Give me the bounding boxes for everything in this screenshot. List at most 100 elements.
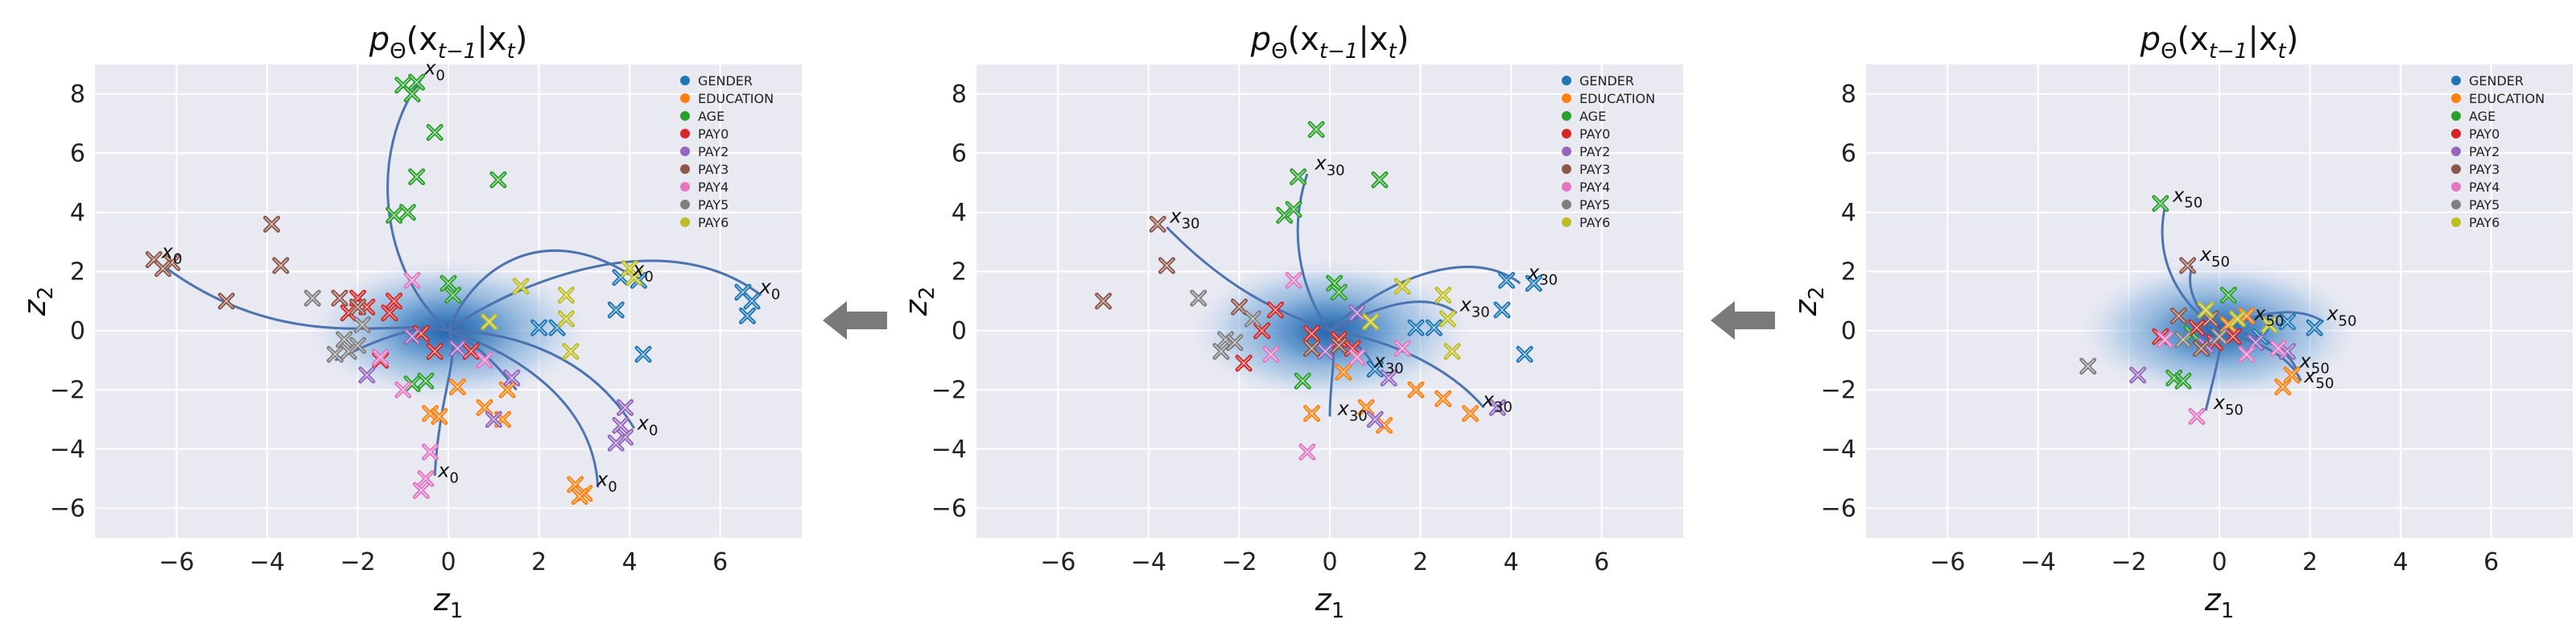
legend-marker xyxy=(1562,217,1571,227)
title-part: p xyxy=(2140,21,2161,58)
annotation-var: x xyxy=(161,241,174,263)
point-outline xyxy=(1427,320,1441,335)
point-outline xyxy=(1409,382,1423,397)
annotation-var: x xyxy=(2253,303,2266,325)
title-part: ) xyxy=(1397,21,1410,58)
y-tick-label: 8 xyxy=(1841,81,1856,109)
trajectory-line xyxy=(1328,329,1335,417)
point-outline xyxy=(1373,172,1387,187)
legend-label: PAY5 xyxy=(1579,197,1610,213)
point-outline xyxy=(351,338,365,353)
point-outline xyxy=(410,170,424,184)
point-outline xyxy=(559,288,573,303)
point-outline xyxy=(1309,122,1323,137)
point-outline xyxy=(1436,391,1451,406)
y-tick-label: −2 xyxy=(931,376,967,404)
chart-title: pΘ(xt−1|xt) xyxy=(1250,21,1410,64)
point-outline xyxy=(328,347,342,361)
y-tick-label: 0 xyxy=(952,317,967,345)
point-outline xyxy=(2280,315,2294,329)
point-outline xyxy=(1264,347,1278,361)
point-outline xyxy=(2203,312,2218,326)
trajectory-annotation: x0 xyxy=(632,258,654,286)
legend-marker xyxy=(680,111,690,121)
point-outline xyxy=(1291,170,1306,184)
point-outline xyxy=(374,350,388,365)
point-outline xyxy=(1305,407,1319,421)
point-outline xyxy=(419,472,433,485)
point-outline xyxy=(360,368,374,382)
point-outline xyxy=(1395,341,1410,356)
y-tick-label: 2 xyxy=(70,258,85,286)
point-outline xyxy=(419,374,433,388)
y-axis-var: z xyxy=(17,299,52,316)
trajectory-annotation: x30 xyxy=(1169,204,1199,232)
x-axis-sub: 1 xyxy=(2221,599,2235,623)
legend-label: PAY6 xyxy=(2469,215,2500,230)
annotation-sub: 0 xyxy=(649,423,658,440)
annotation-sub: 50 xyxy=(2184,195,2202,212)
x-tick-label: −6 xyxy=(159,548,194,576)
point-outline xyxy=(305,291,320,305)
legend-marker xyxy=(680,200,690,209)
legend-marker xyxy=(1562,93,1571,103)
x-tick-label: 0 xyxy=(1322,548,1337,576)
legend-marker xyxy=(2451,129,2461,138)
point-outline xyxy=(1368,362,1382,376)
trajectory-line xyxy=(448,329,600,488)
annotation-var: x xyxy=(1337,397,1350,419)
point-outline xyxy=(1381,371,1396,385)
point-outline xyxy=(2226,329,2240,344)
trajectory-annotation: x50 xyxy=(2213,391,2244,419)
annotation-var: x xyxy=(2199,243,2212,266)
point-outline xyxy=(2081,359,2095,374)
y-tick-label: −4 xyxy=(931,436,967,464)
trajectory-annotation: x0 xyxy=(437,460,459,487)
y-tick-label: 4 xyxy=(70,199,85,227)
y-tick-label: −2 xyxy=(50,376,85,404)
annotation-sub: 0 xyxy=(436,68,444,85)
point-outline xyxy=(1345,341,1360,356)
point-outline xyxy=(559,312,573,326)
annotation-sub: 50 xyxy=(2311,361,2330,378)
point-outline xyxy=(155,262,170,275)
annotation-var: x xyxy=(1459,294,1472,316)
x-axis-var: z xyxy=(1315,582,1332,617)
point-outline xyxy=(450,341,464,356)
annotation-sub: 50 xyxy=(2316,375,2334,392)
legend-label: PAY6 xyxy=(1579,215,1610,230)
point-outline xyxy=(1278,209,1292,222)
point-outline xyxy=(2285,368,2299,382)
point-outline xyxy=(396,382,411,397)
point-outline xyxy=(1350,306,1364,320)
x-axis-label: z1 xyxy=(1315,582,1345,623)
legend-marker xyxy=(1562,200,1571,209)
point-outline xyxy=(2171,308,2186,323)
point-outline xyxy=(1096,294,1111,308)
point-outline xyxy=(2307,320,2322,335)
y-tick-label: 6 xyxy=(70,139,85,167)
y-axis-sub: 2 xyxy=(34,287,58,300)
point-outline xyxy=(1500,273,1513,287)
title-part: t−1 xyxy=(438,39,477,64)
annotation-var: x xyxy=(596,469,609,491)
legend-marker xyxy=(2451,76,2461,85)
x-tick-label: −2 xyxy=(1221,548,1257,576)
annotation-var: x xyxy=(637,412,650,435)
legend-marker xyxy=(2451,147,2461,156)
point-outline xyxy=(1495,303,1509,317)
point-outline xyxy=(1286,202,1301,217)
annotation-var: x xyxy=(423,57,436,80)
trajectory-annotation: x30 xyxy=(1373,350,1404,378)
x-tick-label: 0 xyxy=(440,548,456,576)
point-outline xyxy=(446,288,460,303)
y-tick-label: 6 xyxy=(952,139,967,167)
trajectory-line xyxy=(2161,206,2220,332)
legend-label: PAY3 xyxy=(1579,162,1610,177)
annotation-sub: 0 xyxy=(173,251,182,268)
title-part: t xyxy=(2278,39,2287,64)
x-axis-sub: 1 xyxy=(450,599,464,623)
title-part: t−1 xyxy=(2209,39,2248,64)
annotation-sub: 30 xyxy=(1494,399,1513,415)
x-tick-label: 0 xyxy=(2211,548,2227,576)
